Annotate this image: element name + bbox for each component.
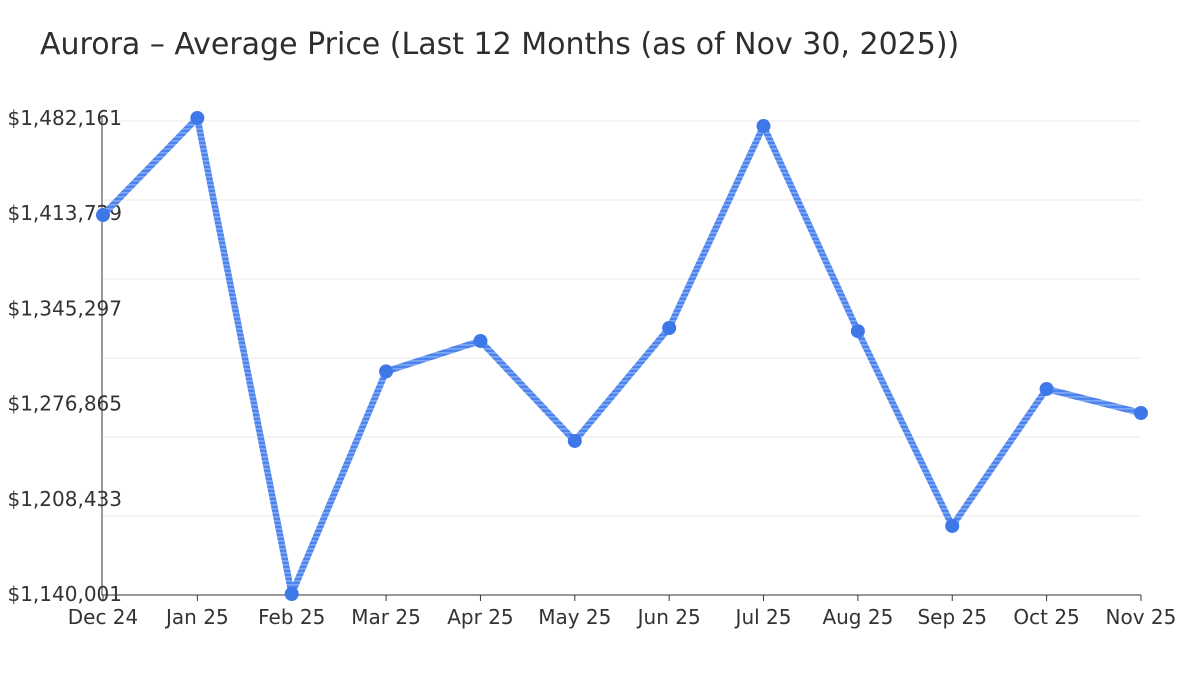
y-axis-label: $1,482,161 <box>7 106 122 130</box>
x-axis-ticks <box>102 595 1142 601</box>
y-axis-label: $1,140,001 <box>7 582 122 606</box>
data-points <box>96 111 1148 601</box>
series-average-price <box>96 111 1148 601</box>
y-axis-label: $1,276,865 <box>7 392 122 416</box>
x-axis-label: Nov 25 <box>1106 605 1177 629</box>
data-point <box>945 518 960 533</box>
x-axis-label: May 25 <box>538 605 611 629</box>
data-point <box>1133 406 1148 421</box>
data-point <box>850 324 865 339</box>
x-axis-label: Sep 25 <box>917 605 987 629</box>
x-axis-label: Aug 25 <box>822 605 893 629</box>
gridlines <box>102 120 1141 517</box>
data-point <box>756 119 771 134</box>
y-axis-label: $1,208,433 <box>7 487 122 511</box>
x-axis-label: Apr 25 <box>447 605 513 629</box>
x-axis-label: Feb 25 <box>258 605 325 629</box>
x-axis-label: Oct 25 <box>1013 605 1079 629</box>
y-axis-labels: $1,140,001 $1,208,433 $1,276,865 $1,345,297… <box>7 106 122 606</box>
price-line <box>99 114 1145 598</box>
data-point <box>662 321 677 336</box>
chart-title: Aurora – Average Price (Last 12 Months (… <box>40 27 960 62</box>
data-point <box>473 333 488 348</box>
x-axis-label: Mar 25 <box>351 605 421 629</box>
x-axis-label: Jul 25 <box>734 605 792 629</box>
data-point <box>96 208 110 223</box>
data-point <box>284 587 299 601</box>
data-point <box>379 364 394 379</box>
x-axis-label: Dec 24 <box>68 605 139 629</box>
axis <box>101 117 1141 596</box>
data-point <box>1039 381 1054 396</box>
x-axis-labels: Dec 24 Jan 25 Feb 25 Mar 25 Apr 25 May 25 Jun … <box>68 605 1177 629</box>
x-axis-label: Jun 25 <box>636 605 701 629</box>
data-point <box>567 433 582 448</box>
y-axis-label: $1,345,297 <box>7 296 122 320</box>
x-axis-label: Jan 25 <box>164 605 229 629</box>
data-point <box>190 111 205 125</box>
